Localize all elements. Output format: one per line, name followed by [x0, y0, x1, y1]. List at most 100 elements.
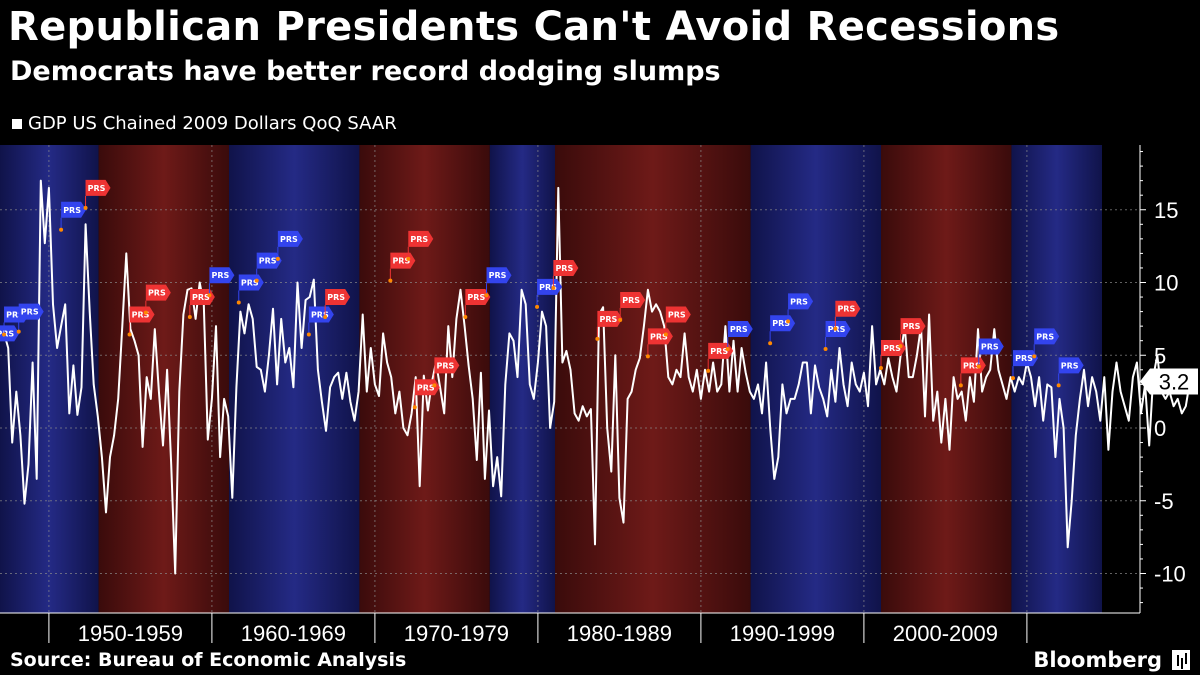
president-flag: PRS — [432, 357, 460, 388]
president-flag: PRS — [551, 259, 579, 290]
flag-label: PRS — [192, 293, 210, 302]
chart-title: Republican Presidents Can't Avoid Recess… — [8, 4, 1060, 50]
president-flag: PRS — [143, 284, 171, 315]
flag-shape — [256, 252, 282, 269]
legend-swatch — [12, 118, 22, 129]
flag-shape — [238, 274, 264, 291]
flag-label: PRS — [327, 293, 345, 302]
flag-shape — [414, 379, 440, 396]
president-flag: PRS — [878, 339, 906, 370]
y-tick-label: 15 — [1154, 198, 1178, 223]
flag-marker — [645, 354, 650, 359]
president-flag: PRS — [706, 342, 734, 373]
president-flag: PRS — [207, 267, 235, 298]
last-value-callout: 3.2 — [1140, 368, 1198, 395]
source-note: Source: Bureau of Economic Analysis — [10, 649, 407, 671]
president-flag: PRS — [1032, 328, 1060, 359]
flag-label: PRS — [539, 283, 557, 292]
brand-label: Bloomberg — [1033, 648, 1162, 672]
flag-shape — [145, 284, 171, 301]
flag-marker — [83, 205, 88, 210]
flag-shape — [408, 230, 434, 247]
president-flag: PRS — [59, 201, 87, 232]
flag-marker — [16, 329, 21, 334]
flag-marker — [706, 368, 711, 373]
flag-label: PRS — [410, 235, 428, 244]
flag-shape — [308, 306, 334, 323]
flag-label: PRS — [212, 271, 230, 280]
president-flag: PRS — [618, 291, 646, 322]
president-flag: PRS — [236, 274, 264, 305]
president-flag: PRS — [187, 289, 215, 320]
flag-shape — [978, 338, 1004, 355]
flag-label: PRS — [21, 308, 39, 317]
flag-marker — [535, 304, 540, 309]
flag-shape — [770, 315, 796, 332]
president-flag: PRS — [463, 289, 491, 320]
flag-marker — [207, 293, 212, 298]
flag-shape — [1058, 357, 1084, 374]
flag-label: PRS — [599, 315, 617, 324]
flag-marker — [432, 383, 437, 388]
flag-label: PRS — [650, 332, 668, 341]
flag-label: PRS — [730, 325, 748, 334]
flag-label: PRS — [311, 311, 329, 320]
flag-marker — [1056, 383, 1061, 388]
flag-label: PRS — [837, 305, 855, 314]
y-tick-label: -5 — [1154, 489, 1174, 514]
flag-label: PRS — [148, 289, 166, 298]
flag-marker — [388, 278, 393, 283]
flag-shape — [1013, 350, 1039, 367]
x-tick-label: 1960-1969 — [241, 621, 346, 646]
flag-marker — [323, 315, 328, 320]
flag-shape — [597, 310, 623, 327]
flag-shape — [708, 342, 734, 359]
president-flag: PRS — [958, 357, 986, 388]
flag-label: PRS — [467, 293, 485, 302]
president-flag: PRS — [275, 230, 303, 261]
president-flag: PRS — [412, 379, 440, 410]
flag-marker — [463, 315, 468, 320]
flag-marker — [663, 332, 668, 337]
flag-marker — [823, 347, 828, 352]
flag-shape — [537, 278, 563, 295]
flag-label: PRS — [555, 264, 573, 273]
flag-marker — [406, 256, 411, 261]
flag-marker — [143, 310, 148, 315]
president-flag: PRS — [645, 328, 673, 359]
flag-shape — [434, 357, 460, 374]
flag-shape — [325, 289, 351, 306]
flag-marker — [725, 347, 730, 352]
flag-label: PRS — [981, 343, 999, 352]
flag-shape — [85, 179, 111, 196]
president-flag: PRS — [786, 293, 814, 324]
flag-label: PRS — [417, 383, 435, 392]
y-tick-label: 10 — [1154, 271, 1178, 296]
president-flag: PRS — [725, 321, 753, 352]
president-flags: PRS PRS PRS PRS PRS PRS PRS PRS PRS PRS PRS PRS PRS P… — [0, 179, 1084, 410]
flag-shape — [553, 259, 579, 276]
flag-shape — [880, 339, 906, 356]
flag-label: PRS — [883, 344, 901, 353]
flag-shape — [486, 267, 512, 284]
party-band-republican — [881, 145, 1012, 613]
last-value-box — [1140, 368, 1198, 395]
party-band-republican — [555, 145, 751, 613]
flag-label: PRS — [436, 361, 454, 370]
flag-label: PRS — [489, 271, 507, 280]
flag-shape — [129, 306, 155, 323]
party-band-democrat — [489, 145, 556, 613]
flag-marker — [551, 285, 556, 290]
y-tick-label: 0 — [1154, 416, 1166, 441]
x-tick-label: 1990-1999 — [730, 621, 835, 646]
flag-shape — [620, 291, 646, 308]
x-tick-label: 1970-1979 — [404, 621, 509, 646]
flag-shape — [277, 230, 303, 247]
flag-label: PRS — [622, 296, 640, 305]
president-flag: PRS — [306, 306, 334, 337]
flag-marker — [275, 256, 280, 261]
flag-marker — [595, 336, 600, 341]
x-tick-label: 1950-1959 — [78, 621, 183, 646]
